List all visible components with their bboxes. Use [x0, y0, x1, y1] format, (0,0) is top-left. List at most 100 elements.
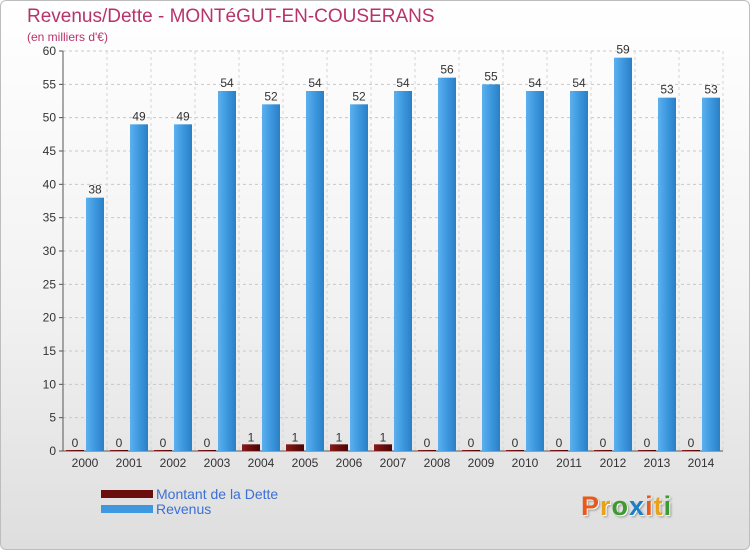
data-label-dette: 0: [512, 436, 519, 450]
bar-dette: [594, 450, 612, 451]
bar-revenus: [262, 104, 280, 451]
x-tick-label: 2008: [424, 456, 451, 470]
x-tick-label: 2007: [380, 456, 407, 470]
bar-dette: [462, 450, 480, 451]
bar-revenus: [570, 91, 588, 451]
data-label-dette: 0: [600, 436, 607, 450]
data-label-dette: 0: [424, 436, 431, 450]
data-label-dette: 1: [248, 430, 255, 444]
data-label-revenus: 55: [484, 69, 498, 83]
bar-dette: [286, 444, 304, 451]
data-label-revenus: 53: [660, 83, 674, 97]
bars: [66, 57, 720, 452]
bar-dette: [638, 450, 656, 451]
y-tick-label: 0: [49, 444, 56, 458]
logo-letter: i: [645, 491, 654, 521]
data-label-dette: 0: [116, 436, 123, 450]
x-tick-label: 2012: [600, 456, 627, 470]
y-tick-label: 55: [43, 77, 57, 91]
bar-revenus: [614, 57, 632, 452]
logo-letter: r: [600, 491, 612, 521]
bar-revenus: [702, 97, 720, 452]
x-tick-label: 2010: [512, 456, 539, 470]
data-label-revenus: 56: [440, 63, 454, 77]
data-label-dette: 0: [556, 436, 563, 450]
data-label-revenus: 54: [396, 76, 410, 90]
data-label-dette: 0: [688, 436, 695, 450]
data-label-revenus: 54: [308, 76, 322, 90]
bar-dette: [682, 450, 700, 451]
data-label-dette: 0: [644, 436, 651, 450]
y-tick-label: 10: [43, 377, 57, 391]
x-tick-label: 2006: [336, 456, 363, 470]
bar-revenus: [658, 97, 676, 452]
bar-dette: [242, 444, 260, 451]
y-tick-label: 60: [43, 44, 57, 58]
data-label-dette: 0: [468, 436, 475, 450]
data-label-revenus: 49: [176, 109, 190, 123]
x-tick-label: 2003: [204, 456, 231, 470]
legend-swatch-revenus: [101, 505, 153, 513]
data-label-dette: 1: [380, 430, 387, 444]
data-label-revenus: 38: [88, 183, 102, 197]
bar-dette: [374, 444, 392, 451]
bar-revenus: [438, 77, 456, 452]
y-tick-label: 15: [43, 344, 57, 358]
bar-dette: [418, 450, 436, 451]
bar-revenus: [86, 197, 104, 451]
data-label-dette: 1: [292, 430, 299, 444]
data-label-revenus: 59: [616, 43, 630, 57]
data-label-revenus: 54: [572, 76, 586, 90]
proxiti-logo: Proxiti: [581, 491, 672, 522]
logo-letter: t: [653, 491, 664, 521]
data-label-dette: 0: [72, 436, 79, 450]
bar-dette: [110, 450, 128, 451]
y-tick-label: 5: [49, 411, 56, 425]
data-label-revenus: 53: [704, 83, 718, 97]
bar-revenus: [526, 91, 544, 451]
data-label-dette: 1: [336, 430, 343, 444]
data-labels: 0 38 0 49 0 49 0 54 1 52 1 54 1 52 1 54 0 56 0 55 0 54 0 54 0 59 0…: [72, 43, 718, 450]
legend-swatch-dette: [101, 490, 153, 498]
bar-dette: [550, 450, 568, 451]
x-tick-label: 2013: [644, 456, 671, 470]
x-tick-label: 2011: [556, 456, 582, 470]
y-tick-label: 35: [43, 211, 57, 225]
bar-dette: [154, 450, 172, 451]
logo-letter: i: [663, 491, 673, 521]
x-tick-label: 2001: [116, 456, 143, 470]
data-label-revenus: 54: [220, 76, 234, 90]
data-label-dette: 0: [160, 436, 167, 450]
bar-revenus: [174, 124, 192, 451]
x-tick-label: 2005: [292, 456, 319, 470]
bar-revenus: [394, 91, 412, 451]
y-tick-label: 30: [43, 244, 57, 258]
legend-label-dette: Montant de la Dette: [156, 486, 279, 502]
x-tick-label: 2014: [688, 456, 715, 470]
bar-revenus: [350, 104, 368, 451]
x-tick-label: 2000: [72, 456, 99, 470]
y-tick-label: 40: [43, 177, 57, 191]
data-label-dette: 0: [204, 436, 211, 450]
data-label-revenus: 54: [528, 76, 542, 90]
data-label-revenus: 52: [352, 89, 366, 103]
bar-dette: [506, 450, 524, 451]
bar-dette: [66, 450, 84, 451]
y-tick-label: 25: [43, 277, 57, 291]
bar-dette: [330, 444, 348, 451]
y-tick-label: 20: [43, 311, 57, 325]
bar-revenus: [482, 84, 500, 451]
x-tick-label: 2004: [248, 456, 275, 470]
x-tick-label: 2009: [468, 456, 495, 470]
bar-revenus: [218, 91, 236, 451]
data-label-revenus: 52: [264, 89, 278, 103]
chart-subtitle: (en milliers d'€): [27, 30, 108, 44]
x-tick-label: 2002: [160, 456, 187, 470]
logo-letter: x: [629, 491, 646, 521]
logo-letter: o: [611, 491, 630, 521]
bar-revenus: [130, 124, 148, 451]
legend-label-revenus: Revenus: [156, 501, 212, 517]
data-label-revenus: 49: [132, 109, 146, 123]
